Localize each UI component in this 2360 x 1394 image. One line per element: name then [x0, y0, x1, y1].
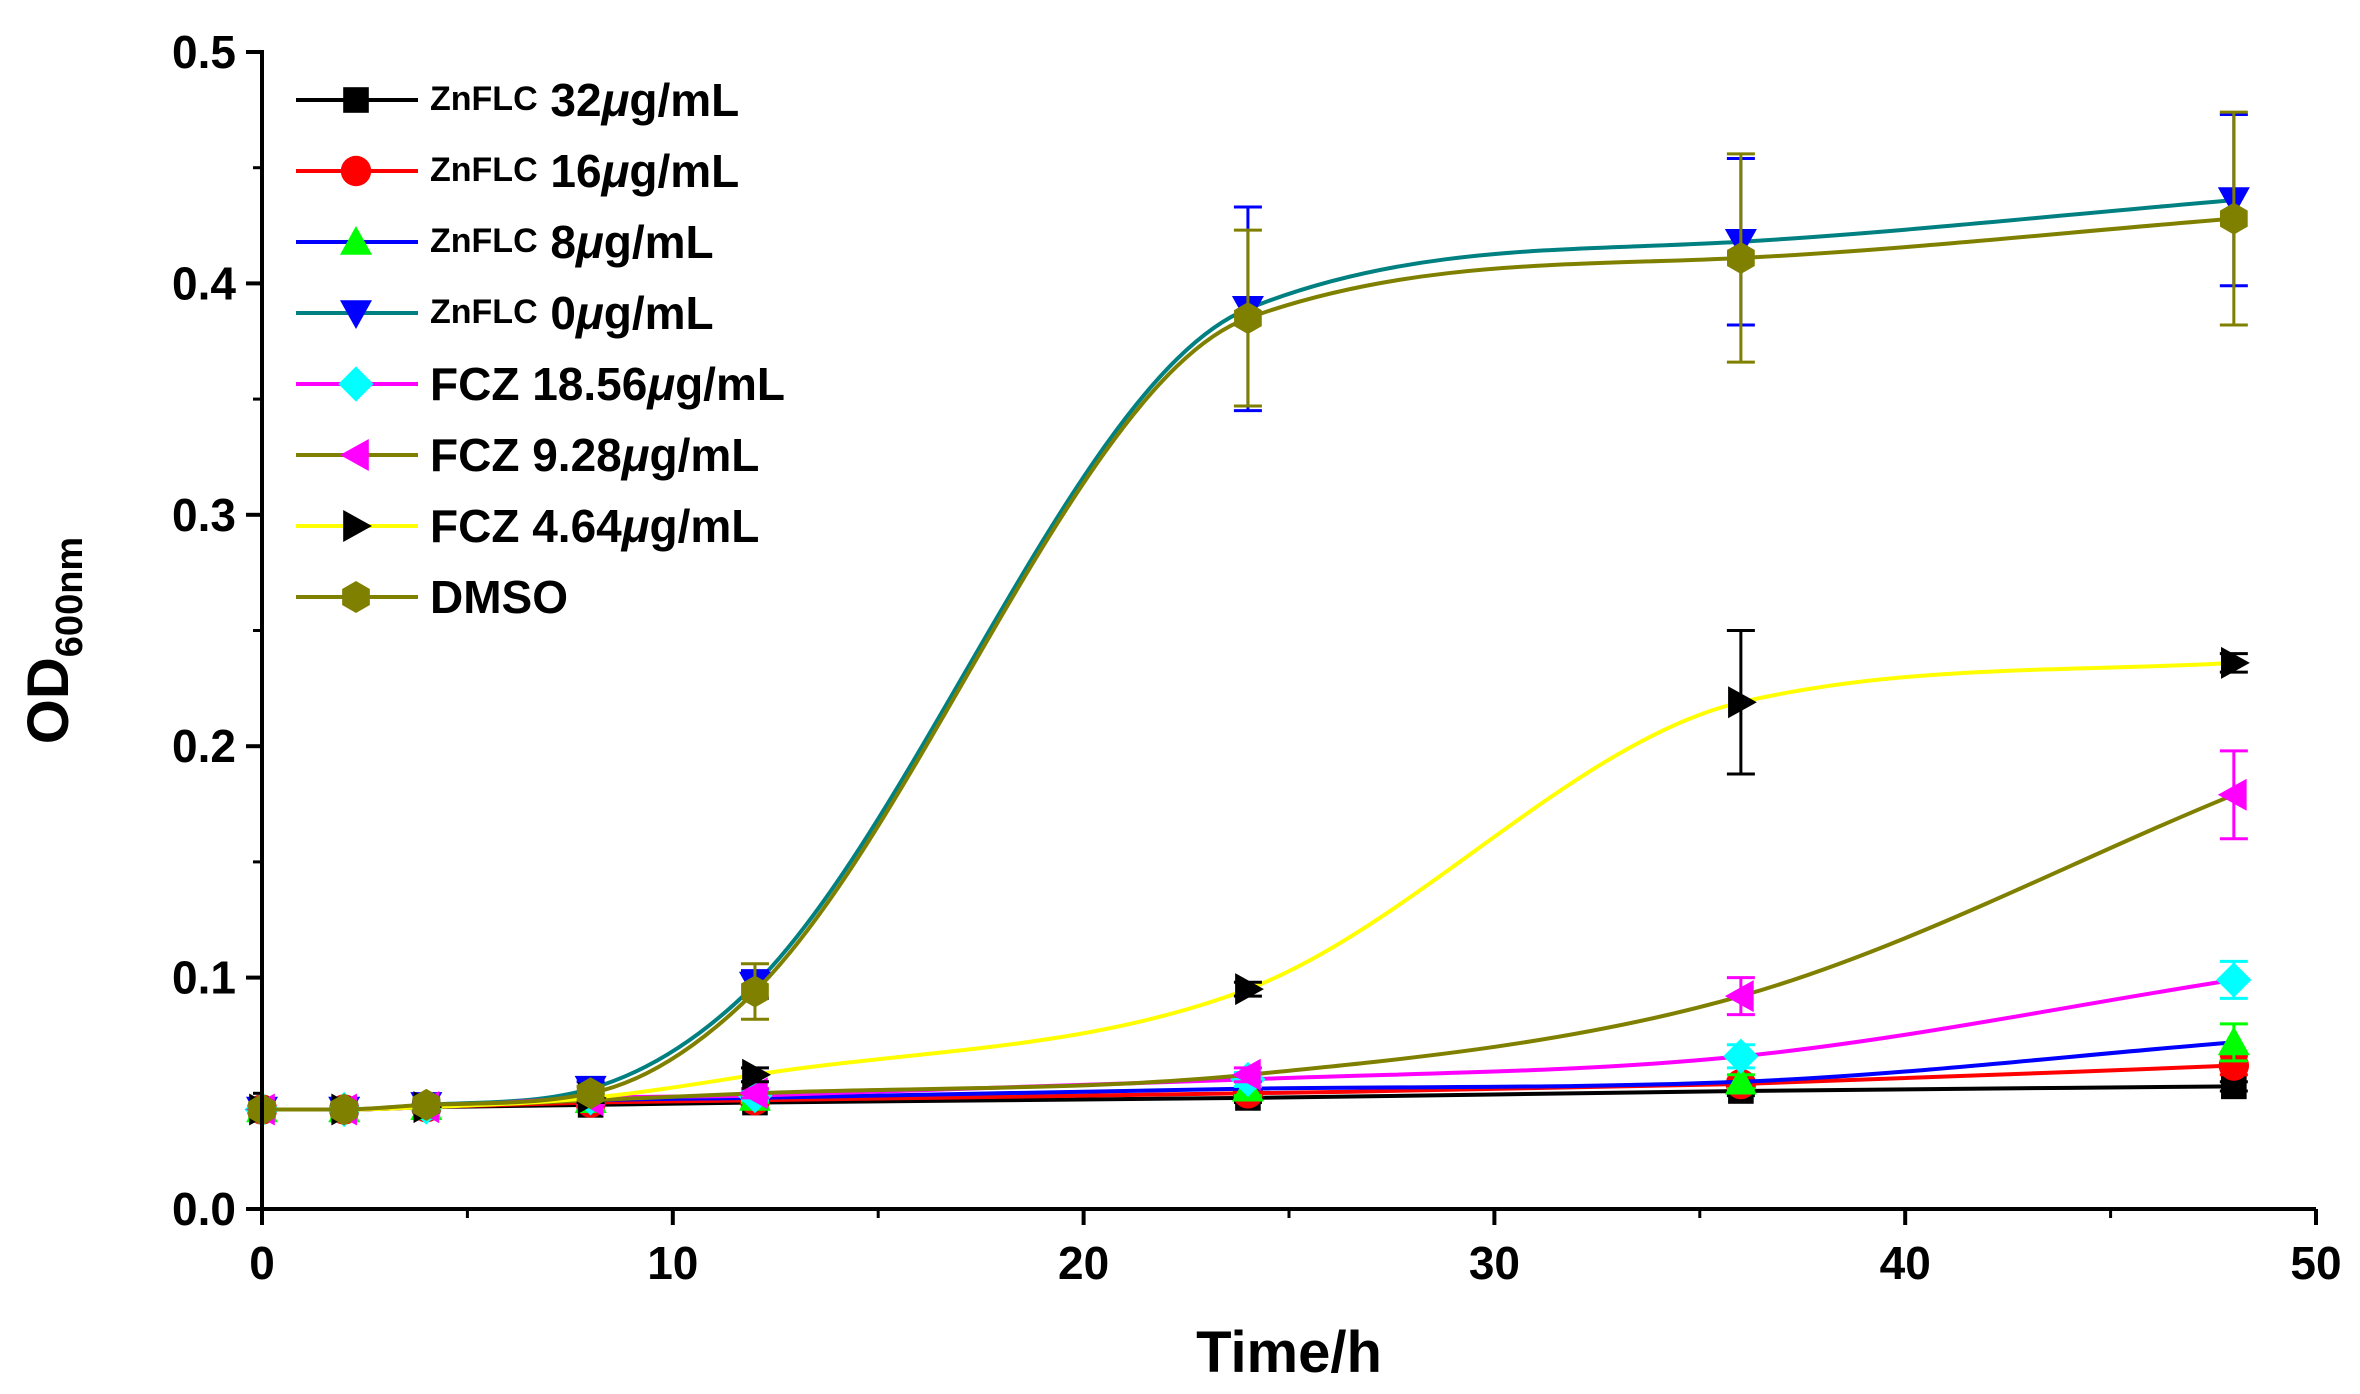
data-point: [412, 1088, 441, 1121]
x-axis-title: Time/h: [1196, 1320, 1382, 1385]
data-point: [738, 1077, 768, 1110]
legend-label-concentration: 4.64: [519, 500, 622, 552]
legend-entry-7: FCZ 4.64μg/mL: [296, 500, 759, 552]
legend-label: ZnFLC 32μg/mL: [430, 74, 739, 126]
legend-label-concentration: 32: [538, 74, 602, 126]
y-tick-label: 0.5: [172, 26, 236, 78]
legend-marker: [340, 155, 372, 187]
x-tick-label: 50: [2290, 1237, 2341, 1289]
legend-marker: [340, 439, 369, 471]
legend-marker: [343, 510, 372, 542]
data-point: [576, 1077, 605, 1110]
y-axis-title: OD600nm: [16, 537, 91, 744]
x-tick-label: 10: [647, 1237, 698, 1289]
y-axis-title-subscript: 600nm: [49, 537, 91, 657]
data-point: [1231, 1058, 1261, 1091]
series-line: [262, 660, 2234, 1112]
axes: 0 10 20 30 40 50 0.0 0.1 0.2 0.3 0.4 0.5 Time/h OD600…: [16, 26, 2342, 1385]
legend-label-unit: g/mL: [604, 216, 714, 268]
y-axis-title-main: OD: [16, 657, 81, 744]
data-point: [2218, 1050, 2250, 1081]
legend-label-unit: g/mL: [629, 74, 739, 126]
legend-label: ZnFLC 0μg/mL: [430, 287, 714, 339]
legend-marker: [343, 87, 369, 113]
legend-label-unit: g/mL: [604, 287, 714, 339]
data-point: [1724, 1065, 1757, 1095]
legend-entry-6: FCZ 9.28μg/mL: [296, 429, 759, 481]
data-point: [330, 1093, 359, 1126]
legend-entry-1: ZnFLC 32μg/mL: [296, 74, 739, 126]
data-point: [1728, 686, 1757, 719]
legend-label-prefix: ZnFLC: [430, 80, 538, 118]
legend-label-text: DMSO: [430, 571, 568, 623]
x-tick-label: 0: [249, 1237, 275, 1289]
legend-label-prefix: FCZ: [430, 429, 519, 481]
legend-label-unit: g/mL: [649, 500, 759, 552]
legend-entry-8: DMSO: [296, 571, 568, 623]
legend-label-concentration: 0: [538, 287, 576, 339]
legend-label-prefix: ZnFLC: [430, 222, 538, 260]
legend-label: FCZ 4.64μg/mL: [430, 500, 759, 552]
legend-label-mu: μ: [574, 287, 604, 339]
y-tick-label: 0.4: [172, 257, 236, 309]
legend-label-mu: μ: [620, 500, 650, 552]
legend-marker: [338, 366, 374, 402]
series-layer: [244, 110, 2252, 1128]
legend-label-unit: g/mL: [675, 358, 785, 410]
legend-label-unit: g/mL: [629, 145, 739, 197]
legend-entry-4: ZnFLC 0μg/mL: [296, 287, 714, 339]
legend-entry-5: FCZ 18.56μg/mL: [296, 358, 785, 410]
series-8: [248, 110, 2248, 1126]
data-point: [2221, 646, 2250, 679]
legend-label-prefix: FCZ: [430, 500, 519, 552]
legend-label: FCZ 18.56μg/mL: [430, 358, 785, 410]
data-point: [742, 1058, 771, 1091]
data-point: [741, 975, 769, 1008]
legend-label: ZnFLC 8μg/mL: [430, 216, 714, 268]
x-tick-label: 20: [1058, 1237, 1109, 1289]
legend-marker: [340, 226, 372, 255]
x-tick-label: 30: [1469, 1237, 1520, 1289]
legend-label-mu: μ: [645, 358, 675, 410]
data-point: [2216, 962, 2252, 998]
legend-label-mu: μ: [574, 216, 604, 268]
data-point: [2217, 778, 2247, 811]
legend-label-prefix: ZnFLC: [430, 293, 538, 331]
data-point: [1723, 1038, 1759, 1074]
y-tick-label: 0.2: [172, 720, 236, 772]
y-tick-label: 0.3: [172, 489, 236, 541]
legend-label-mu: μ: [600, 74, 630, 126]
legend-label-concentration: 18.56: [519, 358, 647, 410]
legend-label-mu: μ: [600, 145, 630, 197]
series-7: [248, 629, 2250, 1126]
data-point: [1235, 973, 1264, 1006]
legend-marker: [342, 581, 370, 613]
legend-label-concentration: 8: [538, 216, 576, 268]
legend-label: ZnFLC 16μg/mL: [430, 145, 739, 197]
legend-entry-3: ZnFLC 8μg/mL: [296, 216, 714, 268]
data-point: [2217, 1026, 2250, 1056]
legend-label: FCZ 9.28μg/mL: [430, 429, 759, 481]
data-point: [1724, 980, 1754, 1013]
legend-label-prefix: FCZ: [430, 358, 519, 410]
y-tick-label: 0.0: [172, 1183, 236, 1235]
legend-label-concentration: 16: [538, 145, 602, 197]
legend-marker: [340, 300, 372, 329]
legend-label-concentration: 9.28: [519, 429, 621, 481]
legend-entry-2: ZnFLC 16μg/mL: [296, 145, 739, 197]
data-point: [1727, 241, 1755, 274]
data-point: [1234, 302, 1262, 335]
data-point: [2219, 202, 2248, 235]
y-tick-label: 0.1: [172, 952, 236, 1004]
x-tick-label: 40: [1880, 1237, 1931, 1289]
legend-label-unit: g/mL: [649, 429, 759, 481]
legend-label: DMSO: [430, 571, 568, 623]
legend-label-mu: μ: [620, 429, 650, 481]
legend-label-prefix: ZnFLC: [430, 151, 538, 189]
